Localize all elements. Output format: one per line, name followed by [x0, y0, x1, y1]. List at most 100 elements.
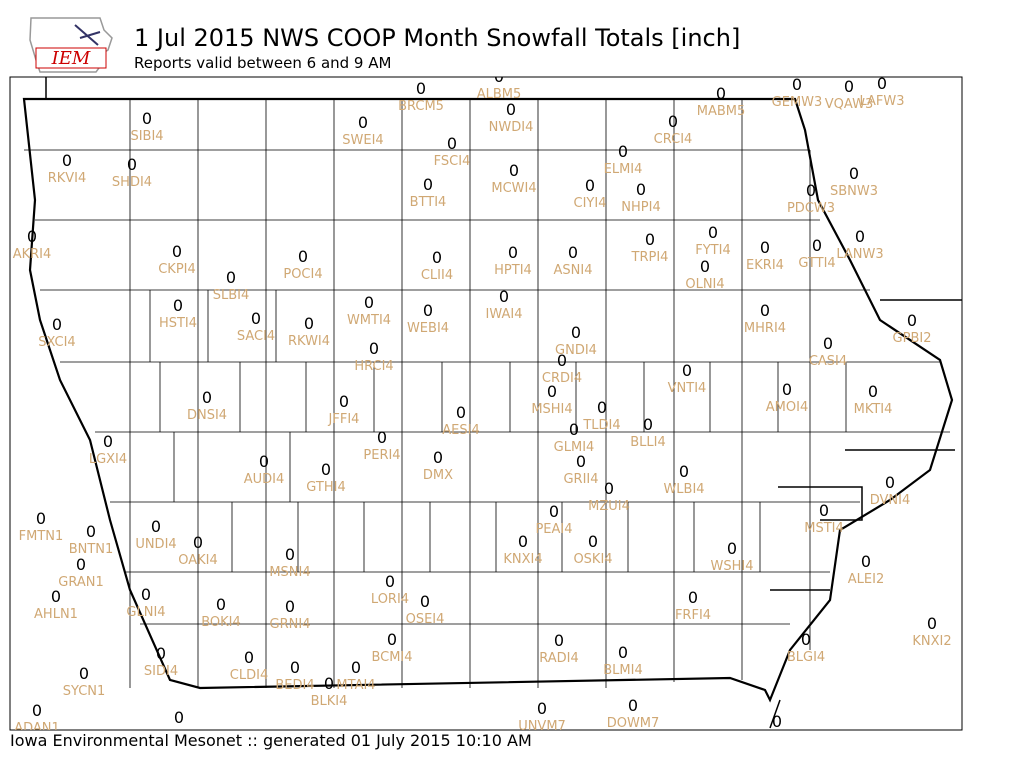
station-value: 0	[518, 532, 528, 551]
station-label: SXCI4	[38, 335, 75, 350]
station-label: GPBI2	[893, 331, 932, 346]
station-value: 0	[812, 236, 822, 255]
station-value: 0	[645, 230, 655, 249]
station-label: GRII4	[563, 472, 598, 487]
station-label: NHPI4	[621, 200, 660, 215]
station-value: 0	[801, 630, 811, 649]
station-label: CRCI4	[654, 132, 693, 147]
station-value: 0	[172, 242, 182, 261]
title: 1 Jul 2015 NWS COOP Month Snowfall Total…	[134, 24, 740, 52]
station-label: SLBI4	[213, 288, 250, 303]
station-label: BLGI4	[787, 650, 825, 665]
station-label: GRAN1	[58, 575, 103, 590]
station-label: LAFW3	[859, 94, 904, 109]
station-value: 0	[62, 151, 72, 170]
station-value: 0	[855, 227, 865, 246]
station-label: BNTN1	[69, 542, 114, 557]
station-value: 0	[636, 180, 646, 199]
station-value: 0	[716, 84, 726, 103]
station-value: 0	[760, 301, 770, 320]
station-value: 0	[285, 597, 295, 616]
station-value: 0	[127, 155, 137, 174]
station-label: CLDI4	[230, 668, 268, 683]
station-label: DNSI4	[187, 408, 227, 423]
station-label: HRCI4	[354, 359, 393, 374]
station-value: 0	[173, 296, 183, 315]
station-label: ELMI4	[604, 162, 643, 177]
station-value: 0	[433, 448, 443, 467]
station-label: HSTI4	[159, 316, 197, 331]
station-label: BOKI4	[201, 615, 241, 630]
station-value: 0	[682, 361, 692, 380]
station-value: 0	[174, 708, 184, 727]
map-frame	[9, 76, 963, 731]
station-value: 0	[618, 142, 628, 161]
station-value: 0	[447, 134, 457, 153]
station-label: KNXI4	[503, 552, 542, 567]
station-label: OSKI4	[573, 552, 612, 567]
station-label: WMTI4	[347, 313, 391, 328]
station-label: MSNI4	[269, 565, 310, 580]
station-label: BLKI4	[311, 694, 348, 709]
station-value: 0	[79, 664, 89, 683]
station-label: VNTI4	[668, 381, 707, 396]
station-label: BRCM5	[398, 99, 444, 114]
station-value: 0	[202, 388, 212, 407]
station-label: AHLN1	[34, 607, 78, 622]
station-label: GTTI4	[798, 256, 835, 271]
station-value: 0	[358, 113, 368, 132]
station-value: 0	[679, 462, 689, 481]
station-value: 0	[668, 112, 678, 131]
station-value: 0	[156, 644, 166, 663]
station-label: GLMI4	[554, 440, 595, 455]
station-value: 0	[877, 74, 887, 93]
station-value: 0	[618, 643, 628, 662]
station-value: 0	[568, 243, 578, 262]
station-label: LORI4	[371, 592, 409, 607]
station-label: UNDI4	[135, 537, 176, 552]
station-label: CKPI4	[158, 262, 196, 277]
station-value: 0	[772, 712, 782, 731]
station-label: LANW3	[836, 247, 883, 262]
station-label: OLNI4	[685, 277, 724, 292]
station-label: GRNI4	[270, 617, 311, 632]
station-value: 0	[588, 532, 598, 551]
station-label: WEBI4	[407, 321, 449, 336]
station-label: EKRI4	[746, 258, 784, 273]
logo-text: IEM	[51, 48, 91, 69]
station-value: 0	[907, 311, 917, 330]
station-value: 0	[51, 587, 61, 606]
station-label: MHRI4	[744, 321, 786, 336]
station-label: LGXI4	[89, 452, 127, 467]
station-value: 0	[597, 398, 607, 417]
station-value: 0	[364, 293, 374, 312]
station-value: 0	[585, 176, 595, 195]
station-value: 0	[416, 79, 426, 98]
station-label: TRPI4	[631, 250, 669, 265]
station-value: 0	[142, 109, 152, 128]
station-value: 0	[688, 588, 698, 607]
station-value: 0	[499, 287, 509, 306]
station-label: SACI4	[237, 329, 275, 344]
station-value: 0	[324, 674, 334, 693]
station-value: 0	[708, 223, 718, 242]
station-layer: 0 BRCM5 0 ALBM5 0 NWDI4 0 MABM5 0 GEMW3 0 VQAW3 0 LAF…	[13, 74, 952, 731]
station-value: 0	[547, 382, 557, 401]
station-value: 0	[849, 164, 859, 183]
station-value: 0	[339, 392, 349, 411]
station-value: 0	[369, 339, 379, 358]
station-value: 0	[423, 175, 433, 194]
station-value: 0	[727, 539, 737, 558]
station-label: KNXI2	[912, 634, 951, 649]
station-value: 0	[792, 75, 802, 94]
station-value: 0	[927, 614, 937, 633]
station-label: OAKI4	[178, 553, 218, 568]
station-value: 0	[151, 517, 161, 536]
station-label: SBNW3	[830, 184, 878, 199]
station-label: GLNI4	[126, 605, 165, 620]
station-value: 0	[32, 701, 42, 720]
station-label: CIYI4	[574, 196, 607, 211]
station-value: 0	[806, 181, 816, 200]
station-label: AESI4	[442, 423, 479, 438]
